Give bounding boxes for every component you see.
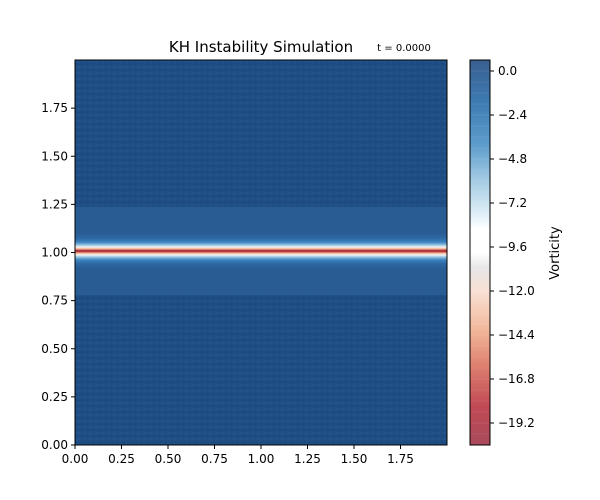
colorbar-levels bbox=[470, 70, 490, 435]
y-tick-label: 1.75 bbox=[41, 101, 68, 115]
colorbar-tick-label: −14.4 bbox=[498, 328, 535, 342]
y-tick-label: 1.25 bbox=[41, 197, 68, 211]
colorbar-tick-label: −12.0 bbox=[498, 284, 535, 298]
colorbar-gradient bbox=[470, 60, 490, 445]
x-tick-label: 0.25 bbox=[108, 452, 135, 466]
colorbar-tick-label: −19.2 bbox=[498, 416, 535, 430]
colorbar-tick-label: −16.8 bbox=[498, 372, 535, 386]
x-tick-label: 1.00 bbox=[248, 452, 275, 466]
y-tick-label: 0.75 bbox=[41, 294, 68, 308]
x-axis: 0.00 0.25 0.50 0.75 1.00 1.25 1.50 1.75 bbox=[62, 445, 414, 466]
colorbar-ticks: 0.0 −2.4 −4.8 −7.2 −9.6 −12.0 −14.4 −16.8 −19.2 bbox=[490, 64, 535, 430]
y-tick-label: 1.50 bbox=[41, 149, 68, 163]
colorbar-label: Vorticity bbox=[548, 226, 563, 280]
y-tick-label: 0.00 bbox=[41, 438, 68, 452]
colorbar-tick-label: −4.8 bbox=[498, 152, 527, 166]
x-tick-label: 1.50 bbox=[341, 452, 368, 466]
y-tick-label: 0.25 bbox=[41, 390, 68, 404]
colorbar-tick-label: −2.4 bbox=[498, 108, 527, 122]
x-tick-label: 0.75 bbox=[201, 452, 228, 466]
chart-title: KH Instability Simulation bbox=[169, 38, 353, 56]
x-tick-label: 1.75 bbox=[387, 452, 414, 466]
colorbar-tick-label: 0.0 bbox=[498, 64, 517, 78]
shear-band bbox=[75, 207, 447, 295]
y-tick-label: 1.00 bbox=[41, 246, 68, 260]
x-tick-label: 0.00 bbox=[62, 452, 89, 466]
x-tick-label: 1.25 bbox=[294, 452, 321, 466]
x-tick-label: 0.50 bbox=[155, 452, 182, 466]
colorbar-tick-label: −7.2 bbox=[498, 196, 527, 210]
colorbar: 0.0−2.4−4.8−7.2−9.6−12.0−14.4−16.8−19.2 … bbox=[469, 59, 563, 446]
time-annotation: t = 0.0000 bbox=[377, 43, 431, 54]
y-axis: 0.00 0.25 0.50 0.75 1.00 1.25 1.50 1.75 bbox=[41, 101, 75, 452]
colorbar-tick-label: −9.6 bbox=[498, 240, 527, 254]
colorbar-frame bbox=[469, 59, 491, 446]
plot-area bbox=[74, 59, 448, 446]
y-tick-label: 0.50 bbox=[41, 342, 68, 356]
